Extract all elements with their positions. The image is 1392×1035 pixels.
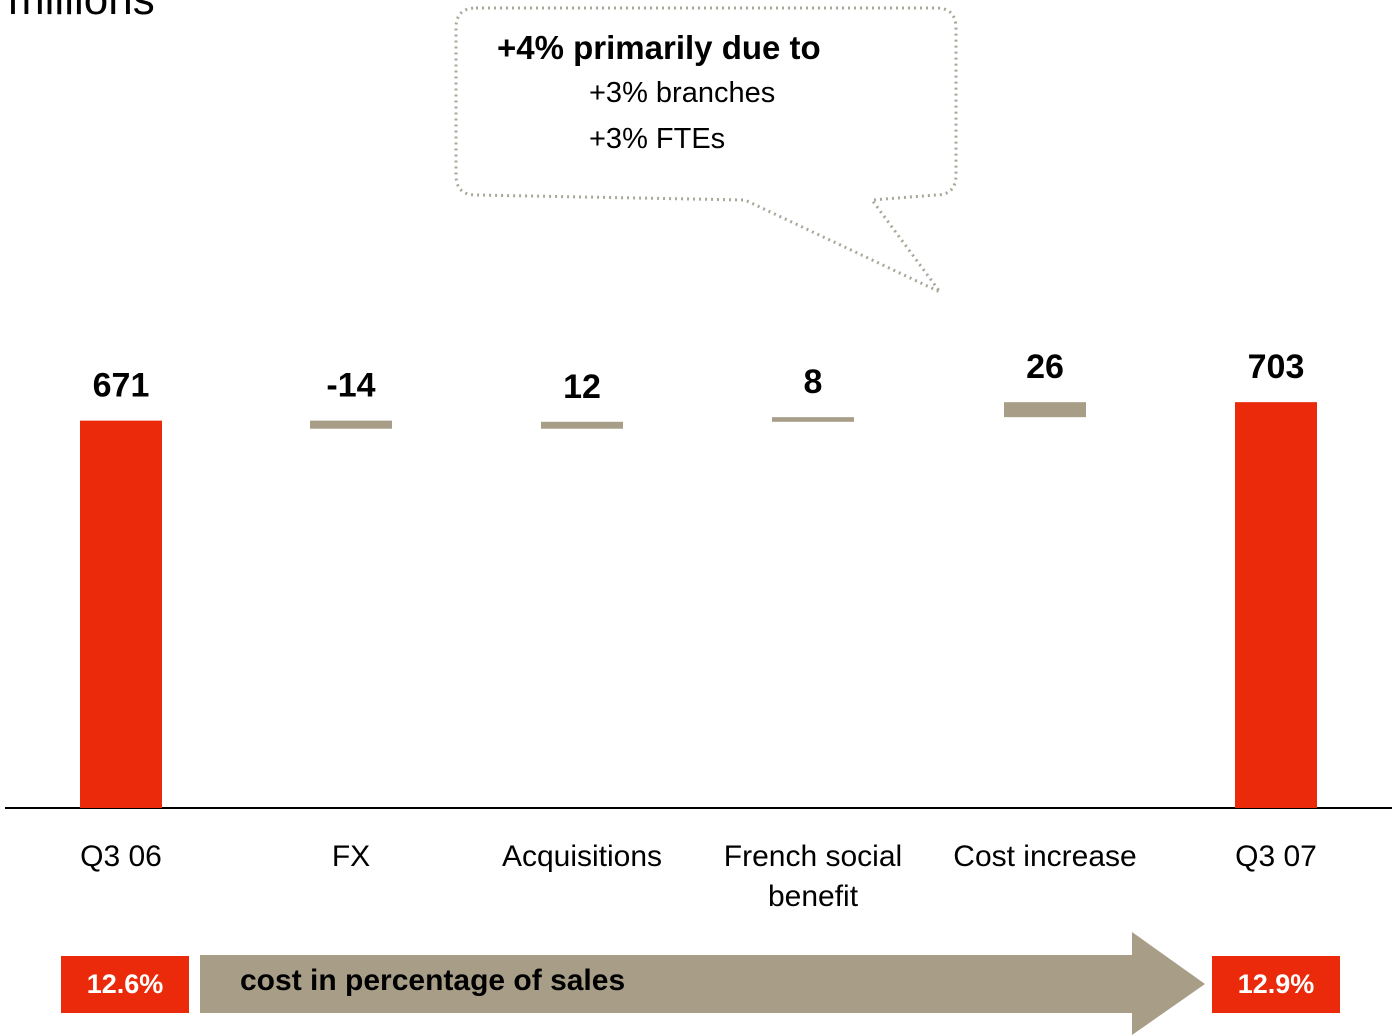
category-label-cost-increase: Cost increase	[953, 840, 1136, 873]
callout-headline: +4% primarily due to	[497, 29, 821, 66]
category-label-acquisitions: Acquisitions	[502, 840, 662, 873]
bar-q3-07	[1235, 402, 1317, 808]
callout: +4% primarily due to +3% branches +3% FT…	[497, 26, 937, 162]
value-label-french-social-benefit: 8	[804, 363, 823, 401]
callout-line-branches: +3% branches	[589, 77, 776, 109]
value-label-fx: -14	[326, 367, 375, 405]
callout-bubble	[454, 6, 958, 294]
bar-cost-increase	[1004, 402, 1086, 418]
value-label-cost-increase: 26	[1026, 348, 1064, 386]
end-percentage-badge: 12.9%	[1212, 956, 1340, 1013]
page-title: millions	[8, 0, 155, 26]
bar-acquisitions	[541, 421, 623, 429]
value-label-acquisitions: 12	[563, 368, 601, 406]
category-label-q3-07: Q3 07	[1235, 840, 1317, 873]
callout-line-ftes: +3% FTEs	[589, 123, 726, 155]
bar-fx	[310, 420, 392, 429]
category-label-fx: FX	[332, 840, 370, 873]
category-label-french-social-benefit: French social benefit	[724, 840, 902, 913]
value-label-q3-07: 703	[1248, 348, 1305, 386]
arrow-label: cost in percentage of sales	[240, 964, 626, 997]
category-label-q3-06: Q3 06	[80, 840, 162, 873]
start-percentage-badge: 12.6%	[61, 956, 189, 1013]
bar-q3-06	[80, 420, 162, 808]
cost-percentage-arrow	[200, 932, 1205, 1035]
value-label-q3-06: 671	[93, 367, 150, 405]
bar-french-social-benefit	[772, 417, 854, 422]
